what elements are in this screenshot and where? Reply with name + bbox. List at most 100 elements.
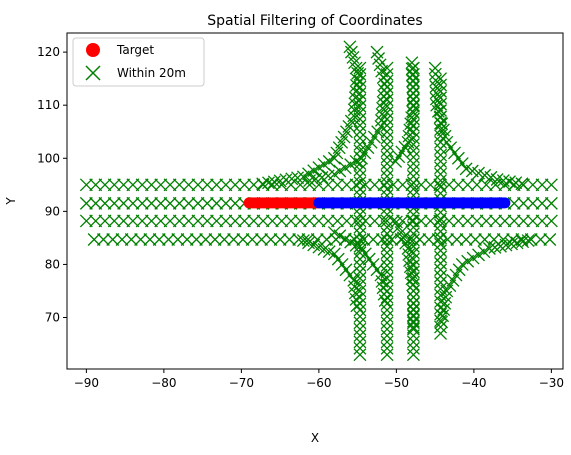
within-point bbox=[348, 97, 362, 111]
within-point bbox=[79, 214, 93, 228]
within-point bbox=[515, 177, 529, 191]
within-point bbox=[348, 91, 362, 105]
within-point bbox=[405, 68, 419, 82]
within-point bbox=[424, 178, 437, 192]
within-point bbox=[459, 233, 473, 246]
path-point bbox=[499, 197, 511, 209]
within-point bbox=[152, 233, 166, 246]
within-point bbox=[355, 242, 368, 255]
within-point bbox=[343, 268, 357, 282]
within-point bbox=[291, 171, 305, 185]
within-point bbox=[406, 86, 420, 100]
within-point bbox=[256, 214, 270, 228]
within-point bbox=[434, 148, 448, 162]
within-point bbox=[380, 348, 394, 362]
within-point bbox=[353, 322, 367, 336]
within-point bbox=[507, 196, 521, 210]
within-point bbox=[435, 315, 449, 329]
x-tick-label: −50 bbox=[384, 376, 409, 390]
within-point bbox=[434, 135, 448, 149]
within-point bbox=[380, 297, 394, 311]
within-point bbox=[440, 135, 454, 149]
within-point bbox=[377, 214, 391, 228]
within-point bbox=[279, 173, 293, 187]
within-point bbox=[406, 144, 420, 158]
within-point bbox=[505, 237, 518, 251]
within-point bbox=[145, 178, 158, 192]
within-point bbox=[210, 214, 224, 228]
within-point bbox=[135, 214, 149, 228]
within-point bbox=[353, 265, 367, 279]
within-point bbox=[219, 178, 233, 192]
within-point bbox=[461, 178, 475, 192]
x-axis-label: X bbox=[311, 431, 319, 445]
within-point bbox=[448, 146, 461, 160]
within-point bbox=[172, 214, 186, 228]
within-point bbox=[406, 208, 420, 221]
within-point bbox=[107, 196, 121, 210]
within-point bbox=[350, 79, 363, 92]
within-point bbox=[191, 196, 205, 210]
within-point bbox=[406, 278, 420, 292]
within-point bbox=[406, 176, 420, 190]
within-point bbox=[191, 178, 205, 192]
within-point bbox=[255, 233, 268, 246]
within-point bbox=[403, 254, 417, 268]
within-point bbox=[247, 214, 261, 228]
within-point bbox=[406, 320, 420, 334]
plot-area bbox=[79, 40, 558, 362]
within-point bbox=[368, 214, 382, 228]
within-point bbox=[264, 233, 278, 246]
within-point bbox=[380, 138, 394, 151]
within-point bbox=[406, 157, 420, 171]
within-point bbox=[489, 178, 503, 192]
within-point bbox=[180, 233, 194, 246]
within-point bbox=[293, 214, 307, 228]
within-point bbox=[488, 240, 502, 254]
within-point bbox=[353, 220, 367, 234]
within-point bbox=[126, 178, 140, 192]
within-point bbox=[434, 180, 448, 194]
within-point bbox=[265, 214, 279, 228]
within-point bbox=[434, 97, 448, 111]
within-point bbox=[507, 214, 521, 228]
within-point bbox=[200, 196, 214, 210]
within-point bbox=[544, 214, 558, 228]
within-point bbox=[350, 72, 364, 86]
within-point bbox=[401, 242, 415, 255]
within-point bbox=[106, 233, 120, 246]
within-point bbox=[349, 214, 363, 228]
within-point bbox=[256, 177, 270, 191]
y-tick-label: 120 bbox=[37, 45, 60, 59]
within-point bbox=[353, 316, 367, 330]
within-point bbox=[422, 233, 436, 246]
within-point bbox=[348, 56, 361, 70]
within-point bbox=[380, 176, 394, 190]
within-point bbox=[163, 196, 177, 210]
within-point bbox=[402, 248, 416, 262]
within-point bbox=[353, 138, 367, 151]
within-point bbox=[405, 56, 419, 70]
within-point bbox=[353, 329, 367, 343]
within-point bbox=[375, 107, 389, 121]
within-point bbox=[526, 214, 540, 228]
within-point bbox=[366, 233, 380, 246]
within-point bbox=[358, 214, 372, 228]
within-point bbox=[210, 178, 224, 192]
within-point bbox=[154, 196, 168, 210]
within-point bbox=[310, 233, 324, 246]
within-point bbox=[357, 233, 371, 246]
within-point bbox=[358, 247, 372, 261]
within-point bbox=[353, 125, 367, 139]
within-point bbox=[340, 214, 354, 228]
within-point bbox=[353, 144, 367, 158]
x-tick-label: −30 bbox=[539, 376, 564, 390]
within-point bbox=[406, 335, 420, 349]
within-point bbox=[98, 178, 112, 192]
within-point bbox=[353, 131, 367, 145]
within-point bbox=[375, 233, 389, 246]
within-point bbox=[434, 225, 448, 238]
within-point bbox=[429, 80, 443, 94]
within-point bbox=[227, 233, 241, 246]
within-point bbox=[526, 178, 540, 192]
